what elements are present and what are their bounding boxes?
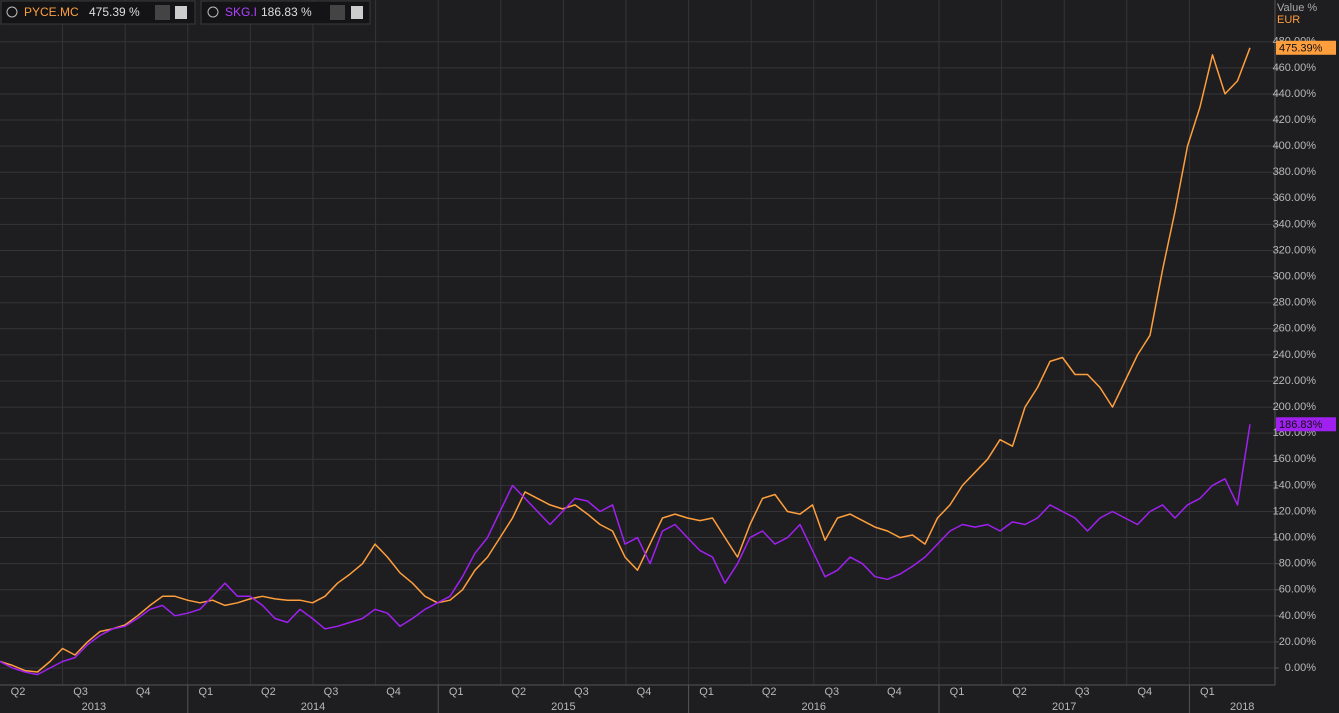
y-tick-label: 360.00% [1273,192,1317,204]
legend-value: 186.83 % [261,5,312,19]
x-tick-label: Q4 [136,686,151,698]
currency-label: EUR [1277,14,1300,26]
x-tick-label: Q2 [261,686,276,698]
y-tick-label: 80.00% [1279,558,1317,570]
clock-icon [207,6,219,18]
y-tick-label: 280.00% [1273,297,1317,309]
y-tick-label: 220.00% [1273,375,1317,387]
legend-label: PYCE.MC [24,5,79,19]
delete-button[interactable] [175,6,187,19]
dropdown-button[interactable] [155,5,170,20]
legend-label: SKG.I [225,5,257,19]
last-value-tag [1276,40,1336,55]
grid [0,0,1275,685]
x-tick-label: Q1 [950,686,965,698]
year-label: 2013 [82,701,106,713]
year-label: 2017 [1052,701,1076,713]
x-tick-label: Q2 [11,686,26,698]
legend-value: 475.39 % [89,5,140,19]
lines [0,47,1251,676]
x-tick-label: Q1 [699,686,714,698]
y-tick-label: 60.00% [1279,584,1317,596]
x-tick-label: Q1 [198,686,213,698]
y-tick-label: 260.00% [1273,323,1317,335]
y-tick-label: 140.00% [1273,479,1317,491]
legend-box [0,0,196,25]
x-tick-label: Q3 [1075,686,1090,698]
x-tick-label: Q2 [1012,686,1027,698]
clock-icon [6,6,18,18]
y-tick-label: 20.00% [1279,636,1317,648]
axes: 0.00% 20.00% 40.00% 60.00% 80.00% 100.00% 120.… [11,36,1336,713]
last-value-tag [1276,417,1336,432]
axis-title: Value % [1277,2,1317,14]
y-tick-label: 100.00% [1273,531,1317,543]
year-label: 2016 [802,701,826,713]
y-tick-label: 300.00% [1273,271,1317,283]
x-tick-label: Q4 [1137,686,1152,698]
y-tick-label: 340.00% [1273,218,1317,230]
year-label: 2015 [551,701,575,713]
x-tick-label: Q4 [887,686,902,698]
y-tick-label: 400.00% [1273,140,1317,152]
x-tick-label: Q1 [1200,686,1215,698]
last-value-label: 475.39% [1279,43,1323,55]
dropdown-button[interactable] [330,5,345,20]
y-tick-label: 420.00% [1273,114,1317,126]
y-tick-label: 440.00% [1273,88,1317,100]
y-tick-label: 240.00% [1273,349,1317,361]
y-tick-label: 120.00% [1273,505,1317,517]
y-tick-label: 460.00% [1273,62,1317,74]
x-tick-label: Q3 [73,686,88,698]
x-tick-label: Q4 [637,686,652,698]
y-tick-label: 320.00% [1273,244,1317,256]
x-tick-label: Q2 [511,686,526,698]
legend: PYCE.MC 475.39 % SKG.I 186.83 % [0,0,371,25]
y-tick-label: 200.00% [1273,401,1317,413]
year-label: 2014 [301,701,325,713]
year-label: 2018 [1230,701,1254,713]
y-tick-label: 380.00% [1273,166,1317,178]
x-tick-label: Q3 [324,686,339,698]
delete-button[interactable] [351,6,363,19]
series-line [0,424,1251,676]
x-tick-label: Q3 [574,686,589,698]
x-tick-label: Q2 [762,686,777,698]
x-tick-label: Q4 [386,686,401,698]
y-tick-label: 160.00% [1273,453,1317,465]
y-tick-label: 40.00% [1279,610,1317,622]
last-value-label: 186.83% [1279,419,1323,431]
legend-box [200,0,371,25]
x-tick-label: Q3 [824,686,839,698]
x-tick-label: Q1 [449,686,464,698]
y-tick-label: 0.00% [1285,662,1316,674]
